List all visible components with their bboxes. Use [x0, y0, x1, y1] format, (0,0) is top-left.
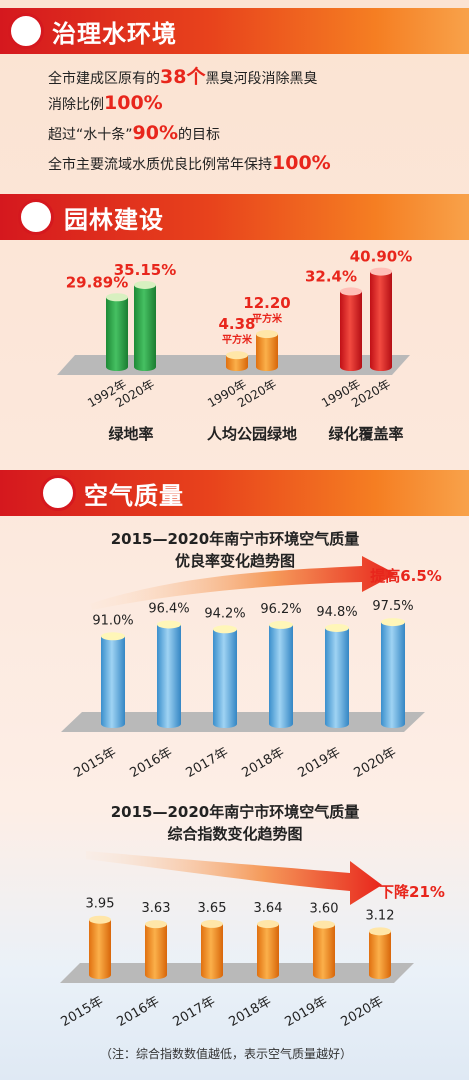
air-index-value-label: 3.64 [254, 901, 283, 916]
air-index-value-label: 3.60 [310, 902, 339, 917]
air-rate-chart-title: 2015—2020年南宁市环境空气质量 [111, 530, 360, 548]
section-title-air: 空气质量 [84, 482, 184, 510]
air-rate-year-label: 2020年 [352, 745, 399, 781]
section-bullet-icon [40, 475, 76, 511]
air-index-bar [257, 920, 279, 979]
air-index-year-label: 2016年 [115, 994, 162, 1030]
air-rate-chart: 2015—2020年南宁市环境空气质量 优良率变化趋势图 提高6.5% 91.0… [61, 530, 442, 781]
water-line-3-pre: 超过“水十条” [48, 127, 133, 143]
air-index-year-label: 2020年 [339, 994, 386, 1030]
air-rate-bar [381, 618, 405, 728]
garden-group-label: 绿地率 [108, 425, 153, 443]
section-header-water [0, 8, 469, 54]
section-title-water: 治理水环境 [52, 20, 177, 48]
garden-value-label: 32.4% [305, 267, 357, 285]
garden-chart: 29.89%1992年35.15%2020年绿地率4.38平方米1990年12.… [57, 248, 412, 443]
air-quality-note: （注：综合指数数值越低，表示空气质量越好） [100, 1047, 353, 1061]
air-rate-bar [269, 620, 293, 728]
air-rate-year-label: 2016年 [128, 745, 175, 781]
water-line-4-highlight: 100% [272, 152, 331, 174]
air-rate-year-label: 2015年 [72, 745, 119, 781]
air-index-chart: 2015—2020年南宁市环境空气质量 综合指数变化趋势图 下降21% 3.95… [59, 803, 445, 1030]
garden-group-label: 人均公园绿地 [207, 425, 297, 443]
air-rate-bar [325, 623, 349, 728]
water-line-2: 消除比例100% [48, 92, 163, 114]
garden-value-label: 12.20 [243, 294, 290, 312]
garden-unit-label: 平方米 [252, 312, 283, 325]
air-index-year-label: 2019年 [283, 994, 330, 1030]
water-line-3-post: 的目标 [178, 127, 220, 143]
air-rate-year-label: 2018年 [240, 745, 287, 781]
air-rate-year-label: 2017年 [184, 745, 231, 781]
water-line-2-pre: 消除比例 [48, 97, 104, 113]
air-index-year-label: 2015年 [59, 994, 106, 1030]
air-index-trend-arrow [86, 851, 382, 905]
air-rate-value-label: 97.5% [372, 599, 413, 614]
air-rate-bar [213, 625, 237, 728]
section-title-garden: 园林建设 [64, 206, 164, 234]
garden-bar [226, 351, 248, 371]
air-rate-year-label: 2019年 [296, 745, 343, 781]
air-index-bar [145, 920, 167, 979]
water-line-1-highlight: 38个 [160, 66, 206, 88]
garden-value-label: 29.89% [66, 273, 128, 291]
air-rate-trend-arrow [90, 556, 396, 610]
garden-bar [134, 280, 156, 371]
air-rate-bar [157, 620, 181, 728]
air-rate-value-label: 94.2% [204, 606, 245, 621]
air-index-bar [369, 927, 391, 979]
garden-bar [256, 330, 278, 371]
air-index-bar [89, 915, 111, 979]
garden-unit-label: 平方米 [222, 333, 253, 346]
air-index-year-label: 2017年 [171, 994, 218, 1030]
air-rate-chart-subtitle: 优良率变化趋势图 [175, 552, 295, 570]
garden-value-label: 35.15% [114, 261, 176, 279]
garden-bar [106, 293, 128, 371]
air-rate-value-label: 96.2% [260, 602, 301, 617]
water-line-4: 全市主要流域水质优良比例常年保持100% [48, 152, 331, 174]
air-index-chart-subtitle: 综合指数变化趋势图 [167, 825, 302, 843]
water-line-1-post: 黑臭河段消除黑臭 [205, 71, 318, 87]
air-rate-bar [101, 632, 125, 728]
air-rate-value-label: 96.4% [148, 601, 189, 616]
section-bullet-icon [8, 13, 44, 49]
air-index-year-label: 2018年 [227, 994, 274, 1030]
air-index-chart-title: 2015—2020年南宁市环境空气质量 [111, 803, 360, 821]
water-line-2-highlight: 100% [104, 92, 163, 114]
air-index-value-label: 3.12 [366, 908, 395, 923]
garden-value-label: 40.90% [350, 248, 412, 266]
section-bullet-icon [18, 199, 54, 235]
air-index-value-label: 3.65 [198, 901, 227, 916]
air-rate-value-label: 94.8% [316, 605, 357, 620]
water-line-3: 超过“水十条”90%的目标 [48, 122, 220, 144]
air-index-trend-label: 下降21% [379, 883, 445, 901]
garden-bar [370, 267, 392, 371]
water-line-4-pre: 全市主要流域水质优良比例常年保持 [48, 157, 272, 173]
garden-group-label: 绿化覆盖率 [328, 425, 403, 443]
water-line-1-pre: 全市建成区原有的 [48, 71, 160, 87]
air-index-value-label: 3.63 [142, 901, 171, 916]
garden-value-label: 4.38 [218, 315, 255, 333]
air-rate-trend-label: 提高6.5% [370, 567, 442, 585]
air-index-bar [201, 919, 223, 979]
section-header-garden [0, 194, 469, 240]
garden-bar [340, 287, 362, 371]
air-rate-value-label: 91.0% [92, 613, 133, 628]
air-index-bar [313, 920, 335, 979]
section-header-air [0, 470, 469, 516]
air-index-value-label: 3.95 [86, 897, 115, 912]
water-line-3-highlight: 90% [132, 122, 178, 144]
air-index-chart-base [60, 963, 414, 983]
water-line-1: 全市建成区原有的38个黑臭河段消除黑臭 [48, 62, 317, 89]
